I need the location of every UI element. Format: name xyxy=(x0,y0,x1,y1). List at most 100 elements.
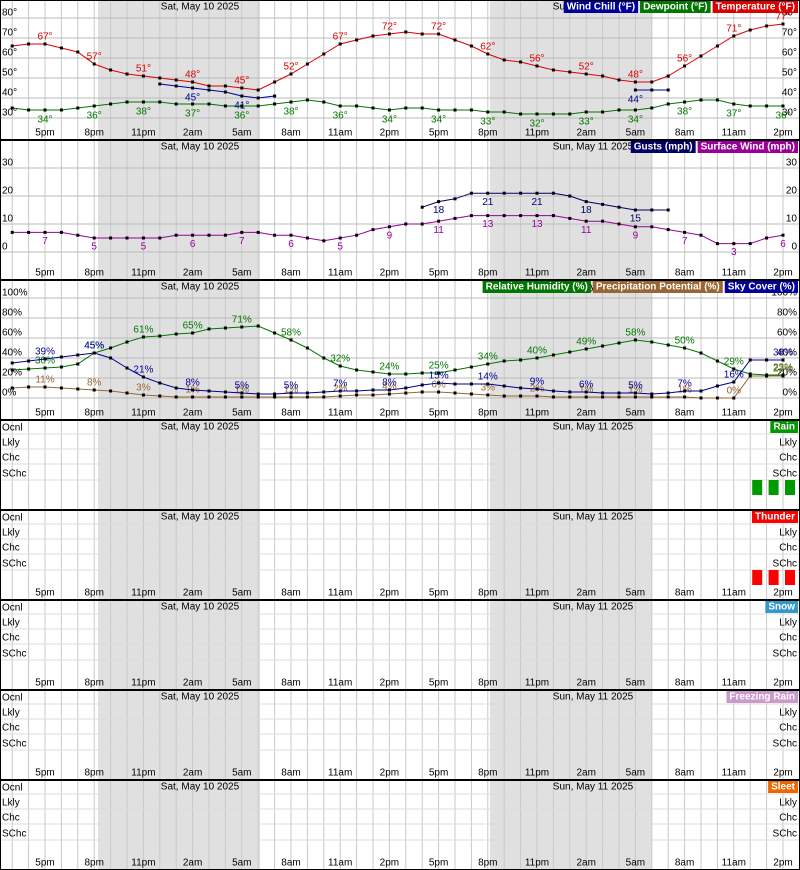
data-point xyxy=(76,353,80,357)
legend-swatch xyxy=(765,601,798,613)
x-tick-label: 5am xyxy=(232,268,251,279)
data-label: 4% xyxy=(382,382,397,393)
data-label: 15 xyxy=(630,214,642,225)
x-tick-label: 2am xyxy=(576,768,595,779)
legend-label: Relative Humidity (%) xyxy=(486,282,588,293)
data-point xyxy=(404,386,408,390)
level-label: Lkly xyxy=(2,438,20,449)
x-tick-label: 5am xyxy=(232,408,251,419)
x-tick-label: 8am xyxy=(281,268,300,279)
data-point xyxy=(338,104,342,108)
x-tick-label: 2pm xyxy=(380,588,399,599)
x-tick-label: 8am xyxy=(281,588,300,599)
x-tick-label: 2pm xyxy=(380,408,399,419)
data-point xyxy=(650,208,654,212)
night-shade xyxy=(490,780,652,870)
data-point xyxy=(191,388,195,392)
data-point xyxy=(355,368,359,372)
data-point xyxy=(387,392,391,396)
legend-swatch xyxy=(563,1,639,13)
data-label: 34° xyxy=(431,115,446,126)
data-point xyxy=(568,216,572,220)
data-point xyxy=(240,94,244,98)
data-point xyxy=(59,386,63,390)
data-label: 50% xyxy=(675,336,695,347)
y-tick-label: 10 xyxy=(786,214,798,225)
y-tick-label: 30° xyxy=(2,108,17,119)
data-label: 45° xyxy=(234,76,249,87)
data-point xyxy=(601,110,605,114)
x-tick-label: 5pm xyxy=(35,768,54,779)
data-point xyxy=(601,344,605,348)
y-tick-label: 20 xyxy=(786,186,798,197)
data-point xyxy=(207,395,211,399)
data-label: 36° xyxy=(234,111,249,122)
data-point xyxy=(174,102,178,106)
data-label: 34° xyxy=(628,115,643,126)
level-label: Lkly xyxy=(2,618,20,629)
data-point xyxy=(765,374,769,378)
data-point xyxy=(191,233,195,237)
data-label: 5% xyxy=(628,381,643,392)
x-tick-label: 8am xyxy=(675,268,694,279)
data-label: 77° xyxy=(775,12,790,23)
data-point xyxy=(223,390,227,394)
x-tick-label: 5pm xyxy=(35,268,54,279)
legend-swatch xyxy=(630,141,696,153)
data-point xyxy=(420,383,424,387)
x-tick-label: 11am xyxy=(722,768,746,779)
data-point xyxy=(10,106,14,110)
level-label: Chc xyxy=(779,723,797,734)
legend-swatch xyxy=(697,141,798,153)
series-line xyxy=(12,375,783,399)
data-point xyxy=(273,395,277,399)
data-point xyxy=(322,239,326,243)
data-point xyxy=(732,396,736,400)
y-tick-label: 40% xyxy=(777,348,797,359)
data-point xyxy=(305,395,309,399)
x-tick-label: 2pm xyxy=(773,858,792,869)
data-point xyxy=(551,112,555,116)
data-point xyxy=(305,98,309,102)
night-shade xyxy=(98,600,260,690)
data-point xyxy=(584,200,588,204)
x-tick-label: 5am xyxy=(232,678,251,689)
data-point xyxy=(27,42,31,46)
data-point xyxy=(10,368,14,372)
data-point xyxy=(109,102,113,106)
data-label: 25% xyxy=(429,361,449,372)
data-point xyxy=(59,365,63,369)
data-point xyxy=(256,88,260,92)
date-label: Sun, May 11 2025 xyxy=(553,512,634,523)
data-point xyxy=(502,58,506,62)
x-tick-label: 2am xyxy=(576,128,595,139)
y-tick-label: 60% xyxy=(2,328,22,339)
data-point xyxy=(109,356,113,360)
legend-swatch xyxy=(724,281,798,293)
y-tick-label: 30 xyxy=(786,158,798,169)
data-point xyxy=(256,392,260,396)
x-tick-label: 8pm xyxy=(84,408,103,419)
data-label: 9 xyxy=(633,230,639,241)
x-tick-label: 2am xyxy=(576,858,595,869)
data-point xyxy=(683,100,687,104)
x-tick-label: 5pm xyxy=(429,268,448,279)
data-label: 8% xyxy=(185,378,200,389)
data-point xyxy=(683,346,687,350)
data-label: 34° xyxy=(37,115,52,126)
level-label: SChc xyxy=(773,739,797,750)
x-tick-label: 11am xyxy=(328,768,352,779)
date-label: Sat, May 10 2025 xyxy=(161,692,240,703)
x-tick-label: 2pm xyxy=(773,768,792,779)
data-label: 40% xyxy=(527,346,547,357)
data-point xyxy=(568,112,572,116)
data-point xyxy=(371,393,375,397)
data-label: 51° xyxy=(136,64,151,75)
data-label: 48° xyxy=(628,70,643,81)
data-point xyxy=(322,390,326,394)
data-point xyxy=(76,362,80,366)
data-point xyxy=(683,389,687,393)
x-tick-label: 5pm xyxy=(35,128,54,139)
